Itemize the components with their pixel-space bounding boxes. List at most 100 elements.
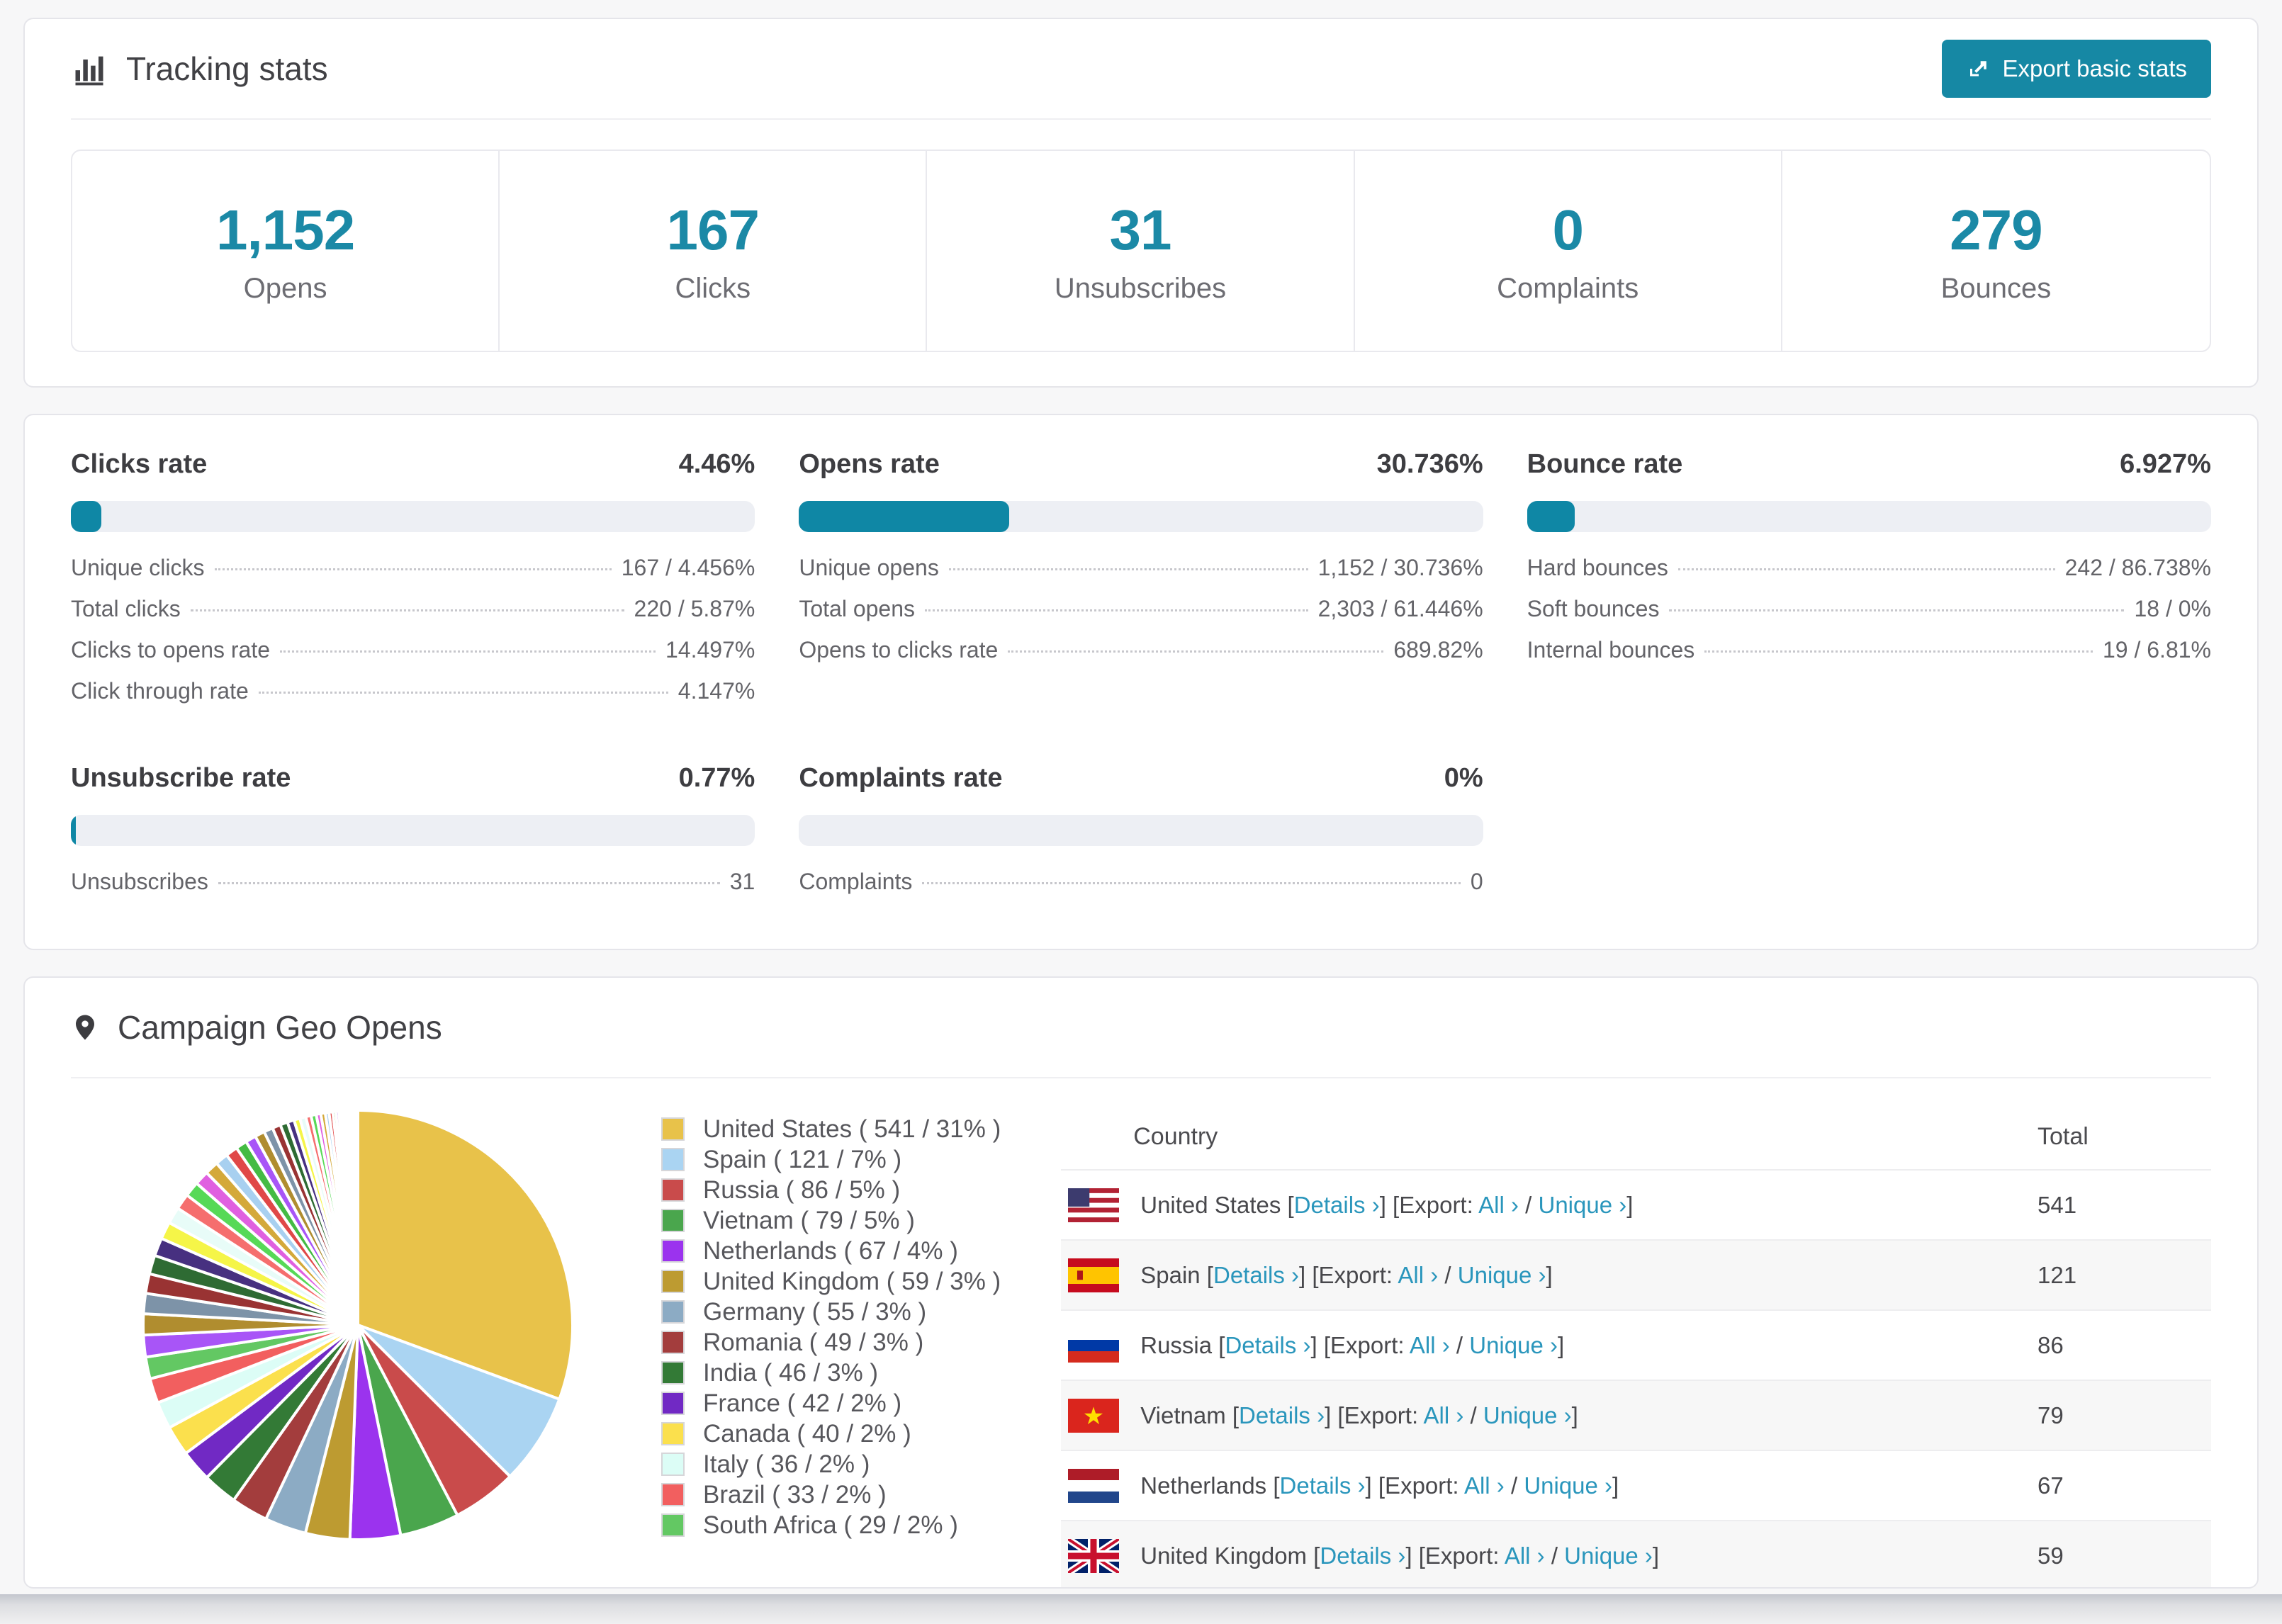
ru-details-link[interactable]: Details › xyxy=(1225,1331,1311,1358)
legend-item: India ( 46 / 3% ) xyxy=(661,1358,1001,1388)
gb-export-unique-link[interactable]: Unique › xyxy=(1564,1542,1653,1569)
us-details-link[interactable]: Details › xyxy=(1293,1191,1380,1218)
vn-export-all-link[interactable]: All › xyxy=(1423,1402,1464,1428)
legend-label: Netherlands ( 67 / 4% ) xyxy=(703,1236,958,1265)
rate-panel-value: 0% xyxy=(1444,763,1483,793)
column-header-total: Total xyxy=(2038,1122,2089,1150)
es-details-link[interactable]: Details › xyxy=(1213,1261,1300,1288)
rate-row: Unique opens 1,152 / 30.736% xyxy=(799,555,1483,596)
gb-details-link[interactable]: Details › xyxy=(1320,1542,1406,1569)
summary-stat-cell: 1,152 Opens xyxy=(72,151,500,351)
geo-table-header: Country Total xyxy=(1061,1104,2211,1169)
legend-label: United States ( 541 / 31% ) xyxy=(703,1115,1001,1143)
summary-stat-value: 31 xyxy=(1109,198,1172,261)
gb-export-all-link[interactable]: All › xyxy=(1504,1542,1545,1569)
summary-stat-value: 279 xyxy=(1950,198,2042,261)
legend-item: Italy ( 36 / 2% ) xyxy=(661,1449,1001,1479)
bar-chart-icon xyxy=(75,56,103,86)
rate-row-label: Click through rate xyxy=(71,678,249,704)
dotted-leader xyxy=(925,609,1308,611)
rates-grid: Clicks rate 4.46% Unique clicks 167 / 4.… xyxy=(71,449,2211,910)
export-basic-stats-button[interactable]: Export basic stats xyxy=(1941,40,2211,98)
legend-label: Romania ( 49 / 3% ) xyxy=(703,1328,924,1356)
dotted-leader xyxy=(258,692,668,694)
rate-panel: Bounce rate 6.927% Hard bounces 242 / 86… xyxy=(1527,449,2211,719)
es-export-unique-link[interactable]: Unique › xyxy=(1457,1261,1546,1288)
rate-row-value: 19 / 6.81% xyxy=(2102,637,2211,662)
legend-item: United Kingdom ( 59 / 3% ) xyxy=(661,1266,1001,1297)
rate-row: Soft bounces 18 / 0% xyxy=(1527,596,2211,637)
nl-details-link[interactable]: Details › xyxy=(1279,1472,1366,1499)
tracking-stats-header: Tracking stats Export basic stats xyxy=(71,19,2211,120)
summary-stat-label: Opens xyxy=(243,272,327,304)
rate-panel-title: Clicks rate xyxy=(71,449,208,479)
dotted-leader xyxy=(1677,568,2055,570)
country-total: 59 xyxy=(2038,1542,2064,1569)
map-pin-icon xyxy=(76,1015,94,1040)
summary-stat-value: 0 xyxy=(1552,198,1583,261)
rate-row-label: Soft bounces xyxy=(1527,596,1660,621)
rate-panel-value: 0.77% xyxy=(678,763,755,793)
country-flag-icon xyxy=(1068,1188,1120,1222)
legend-swatch xyxy=(661,1148,685,1171)
legend-swatch xyxy=(661,1178,685,1202)
country-flag-icon xyxy=(1068,1538,1120,1573)
table-row: United States [Details ›] [Export: All ›… xyxy=(1061,1169,2211,1239)
us-export-unique-link[interactable]: Unique › xyxy=(1538,1191,1627,1218)
ru-export-unique-link[interactable]: Unique › xyxy=(1469,1331,1558,1358)
rate-row-value: 0 xyxy=(1470,869,1483,894)
legend-item: Brazil ( 33 / 2% ) xyxy=(661,1479,1001,1510)
rate-row-label: Total opens xyxy=(799,596,915,621)
nl-export-unique-link[interactable]: Unique › xyxy=(1524,1472,1613,1499)
rate-panel: Complaints rate 0% Complaints 0 xyxy=(799,763,1483,910)
rates-card: Clicks rate 4.46% Unique clicks 167 / 4.… xyxy=(23,414,2259,950)
legend-item: France ( 42 / 2% ) xyxy=(661,1388,1001,1419)
ru-export-all-link[interactable]: All › xyxy=(1409,1331,1450,1358)
rate-row: Clicks to opens rate 14.497% xyxy=(71,637,755,678)
rate-progress-fill xyxy=(71,815,77,846)
legend-label: India ( 46 / 3% ) xyxy=(703,1358,879,1387)
rate-row: Unsubscribes 31 xyxy=(71,869,755,910)
column-header-country: Country xyxy=(1133,1122,1218,1150)
es-export-all-link[interactable]: All › xyxy=(1398,1261,1439,1288)
summary-stat-cell: 0 Complaints xyxy=(1355,151,1782,351)
dotted-leader xyxy=(948,568,1308,570)
rate-progress-bar xyxy=(71,815,755,846)
dotted-leader xyxy=(218,882,720,884)
summary-stat-label: Complaints xyxy=(1497,272,1639,304)
page-title: Tracking stats xyxy=(126,50,328,87)
legend-label: Russia ( 86 / 5% ) xyxy=(703,1175,901,1204)
rate-row-value: 167 / 4.456% xyxy=(621,555,755,580)
summary-stat-cell: 279 Bounces xyxy=(1782,151,2210,351)
legend-swatch xyxy=(661,1117,685,1141)
rate-panel-value: 6.927% xyxy=(2120,449,2211,479)
table-row: Russia [Details ›] [Export: All › / Uniq… xyxy=(1061,1309,2211,1380)
rate-progress-bar xyxy=(799,815,1483,846)
rate-panel: Clicks rate 4.46% Unique clicks 167 / 4.… xyxy=(71,449,755,719)
dotted-leader xyxy=(1704,650,2093,653)
us-export-all-link[interactable]: All › xyxy=(1478,1191,1519,1218)
table-row: Netherlands [Details ›] [Export: All › /… xyxy=(1061,1450,2211,1520)
vn-details-link[interactable]: Details › xyxy=(1239,1402,1325,1428)
viewport-bottom-band xyxy=(0,1594,2282,1624)
rate-row: Unique clicks 167 / 4.456% xyxy=(71,555,755,596)
legend-label: United Kingdom ( 59 / 3% ) xyxy=(703,1267,1001,1295)
rate-row-label: Complaints xyxy=(799,869,913,894)
nl-export-all-link[interactable]: All › xyxy=(1463,1472,1505,1499)
legend-label: Spain ( 121 / 7% ) xyxy=(703,1145,902,1173)
geo-table-body: United States [Details ›] [Export: All ›… xyxy=(1061,1169,2211,1587)
vn-export-unique-link[interactable]: Unique › xyxy=(1483,1402,1572,1428)
rate-progress-bar xyxy=(71,501,755,532)
legend-label: Vietnam ( 79 / 5% ) xyxy=(703,1206,915,1234)
legend-swatch xyxy=(661,1209,685,1232)
rate-row-value: 689.82% xyxy=(1393,637,1483,662)
geo-pie-chart[interactable] xyxy=(138,1105,578,1587)
country-total: 121 xyxy=(2038,1261,2077,1288)
rate-row: Complaints 0 xyxy=(799,869,1483,910)
legend-label: South Africa ( 29 / 2% ) xyxy=(703,1511,958,1539)
legend-item: Romania ( 49 / 3% ) xyxy=(661,1327,1001,1358)
tracking-stats-title-wrap: Tracking stats xyxy=(71,50,328,88)
rate-row: Click through rate 4.147% xyxy=(71,678,755,719)
legend-label: Brazil ( 33 / 2% ) xyxy=(703,1480,887,1509)
geo-opens-title-wrap: Campaign Geo Opens xyxy=(71,1008,442,1047)
